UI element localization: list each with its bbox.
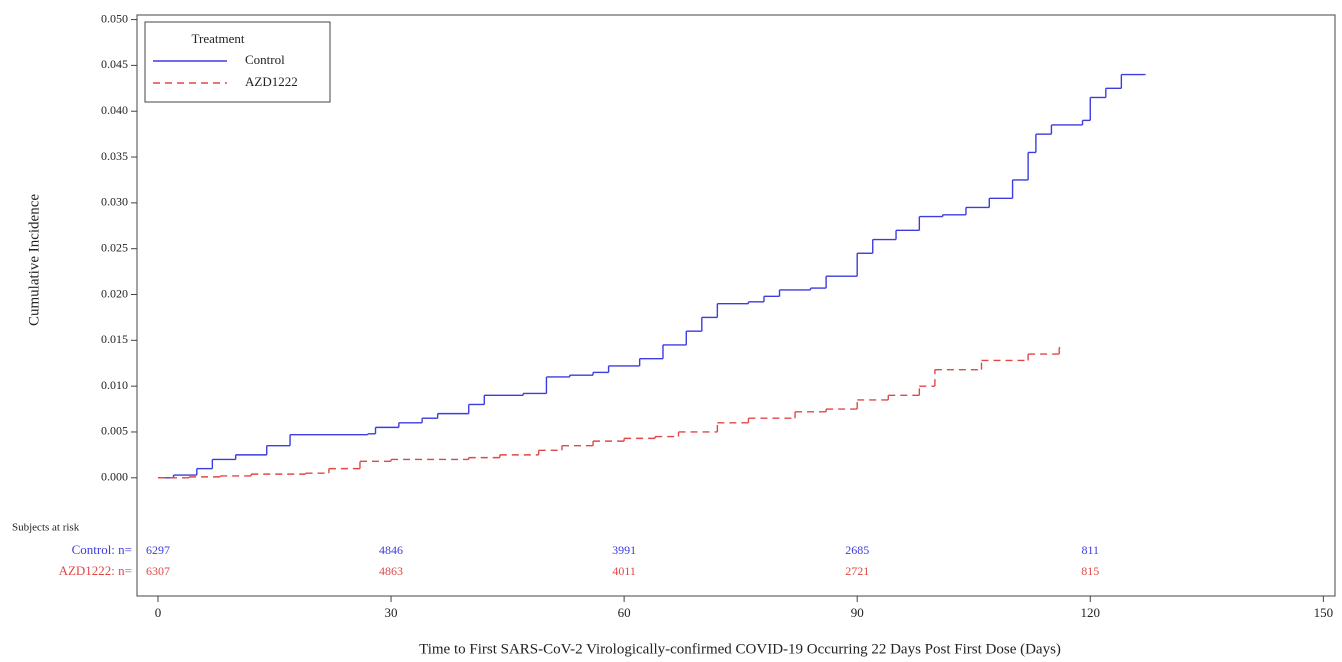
y-tick-label: 0.045: [101, 57, 128, 71]
y-tick-label: 0.000: [101, 470, 128, 484]
x-axis-label: Time to First SARS-CoV-2 Virologically-c…: [419, 641, 1061, 657]
at-risk-count: 811: [1081, 543, 1099, 557]
x-tick-label: 90: [851, 605, 864, 620]
at-risk-count: 4863: [379, 564, 403, 578]
legend-box: [144, 21, 331, 103]
at-risk-count: 815: [1081, 564, 1099, 578]
at-risk-count: 6307: [146, 564, 170, 578]
at-risk-row-label: AZD1222: n=: [59, 563, 132, 578]
y-tick-label: 0.040: [101, 103, 128, 117]
x-tick-label: 0: [155, 605, 162, 620]
at-risk-count: 6297: [146, 543, 170, 557]
at-risk-count: 3991: [612, 543, 636, 557]
x-tick-label: 60: [618, 605, 631, 620]
legend-label: AZD1222: [245, 74, 298, 89]
legend-label: Control: [245, 52, 285, 67]
y-tick-label: 0.035: [101, 149, 128, 163]
at-risk-count: 4011: [612, 564, 636, 578]
y-tick-label: 0.020: [101, 286, 128, 300]
at-risk-title: Subjects at risk: [12, 522, 80, 534]
y-axis-label: Cumulative Incidence: [26, 194, 42, 326]
x-tick-label: 120: [1081, 605, 1101, 620]
at-risk-count: 2721: [845, 564, 869, 578]
legend-title: Treatment: [192, 31, 245, 46]
y-tick-label: 0.015: [101, 332, 128, 346]
y-tick-label: 0.030: [101, 195, 128, 209]
x-tick-label: 30: [385, 605, 398, 620]
at-risk-count: 4846: [379, 543, 403, 557]
y-tick-label: 0.005: [101, 424, 128, 438]
at-risk-count: 2685: [845, 543, 869, 557]
plot-frame: [136, 14, 1336, 597]
y-tick-label: 0.010: [101, 378, 128, 392]
y-tick-label: 0.025: [101, 240, 128, 254]
y-tick-label: 0.050: [101, 11, 128, 25]
x-tick-label: 150: [1314, 605, 1334, 620]
at-risk-row-label: Control: n=: [72, 542, 132, 557]
